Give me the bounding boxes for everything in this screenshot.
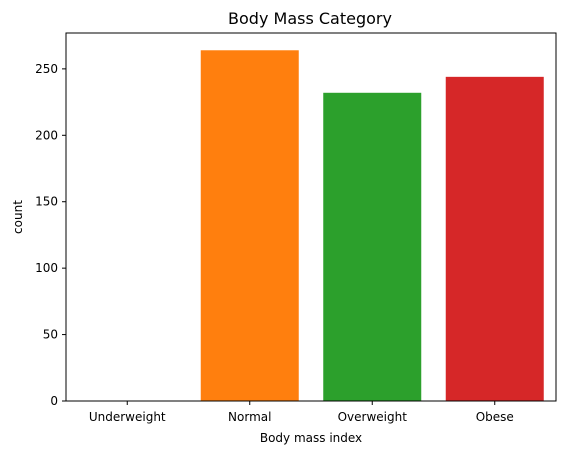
y-tick-label-200: 200 bbox=[35, 128, 58, 142]
y-axis-label: count bbox=[11, 200, 25, 234]
bars-group bbox=[200, 50, 544, 402]
bar-obese bbox=[445, 76, 544, 401]
x-tick-label-obese: Obese bbox=[476, 410, 514, 424]
x-tick-label-overweight: Overweight bbox=[338, 410, 408, 424]
x-axis-ticks: Underweight Normal Overweight Obese bbox=[89, 401, 514, 424]
bar-overweight bbox=[323, 92, 422, 402]
x-tick-label-underweight: Underweight bbox=[89, 410, 166, 424]
bar-normal bbox=[200, 50, 299, 402]
y-tick-label-50: 50 bbox=[43, 328, 58, 342]
y-axis-ticks: 0 50 100 150 200 250 bbox=[35, 62, 66, 408]
chart-title: Body Mass Category bbox=[228, 9, 392, 28]
y-tick-label-100: 100 bbox=[35, 261, 58, 275]
x-axis-label: Body mass index bbox=[260, 431, 362, 445]
x-tick-label-normal: Normal bbox=[228, 410, 271, 424]
y-tick-label-0: 0 bbox=[50, 394, 58, 408]
y-tick-label-150: 150 bbox=[35, 195, 58, 209]
plot-frame bbox=[65, 32, 557, 402]
y-tick-label-250: 250 bbox=[35, 62, 58, 76]
